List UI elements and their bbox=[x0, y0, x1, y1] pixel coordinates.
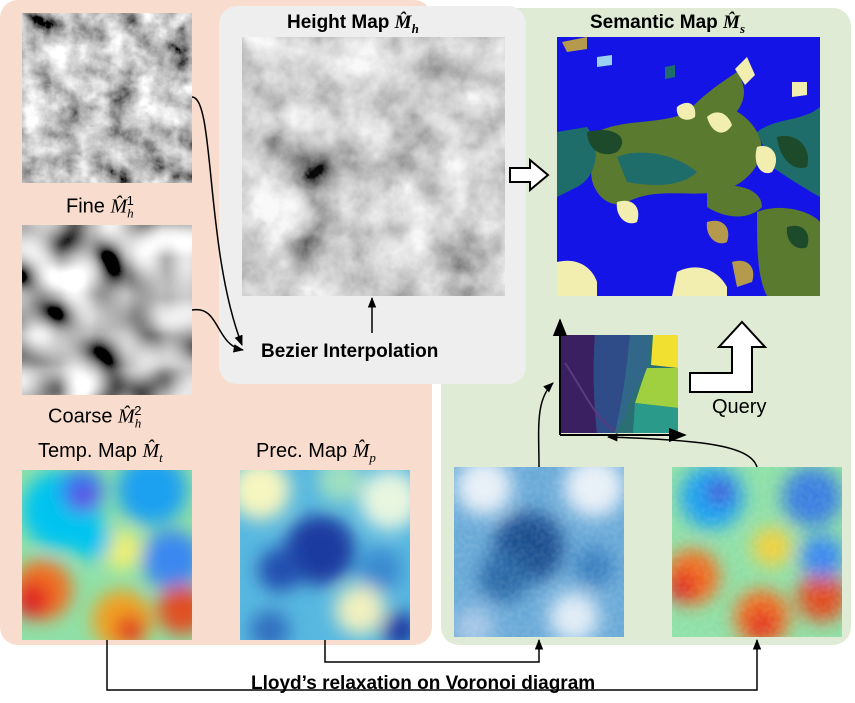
query-label: Query bbox=[712, 396, 767, 418]
prec-map-label: Prec. Map M̂p bbox=[256, 440, 376, 465]
semantic-map-title: Semantic Map M̂s bbox=[590, 12, 746, 36]
bezier-interpolation-label: Bezier Interpolation bbox=[261, 341, 439, 362]
semantic-map-image bbox=[557, 37, 820, 296]
height-map-title: Height Map M̂h bbox=[287, 12, 419, 36]
height-map-image bbox=[242, 37, 505, 296]
temperature-map-image bbox=[22, 470, 192, 640]
coarse-noise-image bbox=[22, 225, 192, 395]
fine-noise-image bbox=[22, 13, 192, 183]
fine-label: Fine M̂h1 bbox=[66, 193, 134, 221]
biome-query-plot bbox=[560, 335, 678, 433]
temp-map-label: Temp. Map M̂t bbox=[38, 440, 163, 465]
coarse-label: Coarse M̂h2 bbox=[48, 403, 142, 431]
voronoi-precipitation-image bbox=[454, 467, 624, 637]
voronoi-temperature-image bbox=[672, 467, 842, 637]
lloyd-relaxation-label: Lloyd’s relaxation on Voronoi diagram bbox=[251, 673, 596, 694]
precipitation-map-image bbox=[240, 470, 410, 640]
